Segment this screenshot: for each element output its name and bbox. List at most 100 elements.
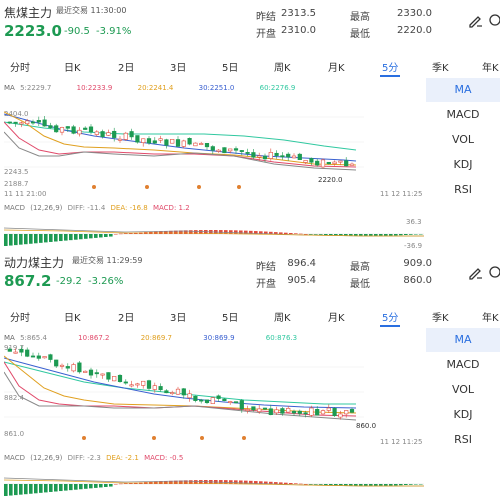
candle-body	[291, 410, 297, 414]
candle-body	[71, 364, 76, 372]
last-trade-info: 最近交易 11:29:59	[72, 255, 142, 266]
tab-5min[interactable]: 5分	[382, 63, 399, 74]
tab-quarter-k[interactable]: 季K	[432, 313, 449, 324]
candle-body	[193, 142, 198, 147]
period-tabs: 分时 日K 2日 3日 5日 周K 月K 5分 季K 年K	[0, 55, 500, 77]
indicator-macd[interactable]: MACD	[446, 358, 480, 371]
kline-chart[interactable]	[4, 342, 364, 442]
open-label: 开盘	[256, 279, 276, 290]
time-end: 11 12 11:25	[380, 438, 423, 446]
candle-body	[19, 122, 24, 125]
tab-month-k[interactable]: 月K	[328, 313, 345, 324]
ma5-line	[4, 371, 357, 421]
kline-chart[interactable]	[4, 92, 364, 192]
indicator-macd[interactable]: MACD	[446, 108, 480, 121]
prev-settle-value: 2313.5	[281, 8, 316, 19]
candle-body	[106, 132, 111, 136]
macd-bar	[354, 234, 358, 236]
low-label: 最低	[350, 279, 370, 290]
macd-bar	[284, 232, 288, 234]
dea-value: DEA: -2.1	[106, 454, 139, 462]
settings-icon[interactable]	[485, 10, 500, 30]
candle-body	[239, 150, 244, 152]
macd-bar	[104, 484, 108, 487]
indicator-rsi[interactable]: RSI	[454, 433, 472, 446]
tab-2day[interactable]: 2日	[118, 63, 135, 74]
tab-month-k[interactable]: 月K	[328, 63, 345, 74]
low-value: 2220.0	[397, 25, 432, 36]
candle-body	[216, 395, 221, 399]
ma-label: MA	[4, 334, 15, 342]
macd-value: MACD: -0.5	[144, 454, 184, 462]
candle-body	[286, 408, 291, 413]
macd-bar	[254, 231, 258, 234]
candle-body	[152, 140, 157, 144]
macd-bar	[319, 234, 323, 235]
y-top-label: 2404.0	[4, 110, 29, 118]
indicator-kdj[interactable]: KDJ	[453, 158, 473, 171]
macd-bar	[184, 230, 188, 234]
tab-5day[interactable]: 5日	[222, 313, 239, 324]
indicator-rsi[interactable]: RSI	[454, 183, 472, 196]
indicator-ma[interactable]: MA	[426, 328, 500, 352]
macd-chart[interactable]	[4, 214, 424, 248]
indicator-ma[interactable]: MA	[426, 78, 500, 102]
candle-body	[7, 348, 12, 352]
candle-body	[216, 149, 221, 152]
tab-week-k[interactable]: 周K	[274, 63, 291, 74]
tab-day-k[interactable]: 日K	[64, 63, 81, 74]
candle-body	[170, 138, 175, 144]
candle-body	[112, 376, 117, 382]
macd-bar	[234, 480, 238, 484]
candle-body	[175, 139, 181, 147]
macd-bar	[369, 234, 373, 236]
macd-bar	[69, 234, 73, 241]
active-tab-underline	[380, 325, 400, 327]
macd-bar	[414, 234, 418, 235]
macd-bar	[34, 484, 38, 494]
tab-fenshi[interactable]: 分时	[10, 63, 30, 74]
candle-body	[344, 410, 349, 415]
candle-body	[83, 127, 88, 130]
tab-quarter-k[interactable]: 季K	[432, 63, 449, 74]
candle-body	[210, 397, 215, 404]
contract-name: 动力煤主力	[4, 256, 65, 270]
tab-3day[interactable]: 3日	[170, 63, 187, 74]
tab-2day[interactable]: 2日	[118, 313, 135, 324]
indicator-kdj[interactable]: KDJ	[453, 408, 473, 421]
macd-bar	[194, 480, 198, 484]
ma60-value: 60:876.3	[265, 334, 298, 342]
tab-week-k[interactable]: 周K	[274, 313, 291, 324]
tab-5min[interactable]: 5分	[382, 313, 399, 324]
candle-body	[123, 132, 128, 140]
indicator-vol[interactable]: VOL	[451, 383, 475, 396]
tab-year-k[interactable]: 年K	[482, 313, 499, 324]
indicator-vol[interactable]: VOL	[451, 133, 475, 146]
macd-chart[interactable]	[4, 464, 424, 498]
candle-body	[326, 407, 331, 411]
candle-body	[65, 126, 70, 129]
macd-bar	[289, 233, 293, 234]
last-trade-time: 11:29:59	[106, 256, 143, 265]
macd-bar	[254, 481, 258, 484]
tab-day-k[interactable]: 日K	[64, 313, 81, 324]
tab-fenshi[interactable]: 分时	[10, 313, 30, 324]
candle-body	[146, 380, 152, 389]
macd-params: (12,26,9)	[30, 454, 63, 462]
macd-bar	[364, 234, 368, 236]
draw-pen-icon[interactable]	[465, 262, 485, 282]
macd-bar	[349, 484, 353, 486]
macd-bar	[84, 234, 88, 239]
open-value: 905.4	[287, 275, 316, 286]
candle-body	[152, 385, 157, 390]
last-trade-label: 最近交易	[56, 6, 88, 15]
tab-3day[interactable]: 3日	[170, 313, 187, 324]
settings-icon[interactable]	[485, 262, 500, 282]
candles	[7, 116, 355, 169]
tab-year-k[interactable]: 年K	[482, 63, 499, 74]
signal-dots	[92, 185, 241, 189]
candle-body	[117, 374, 123, 382]
draw-pen-icon[interactable]	[465, 10, 485, 30]
tab-5day[interactable]: 5日	[222, 63, 239, 74]
candle-body	[332, 407, 337, 416]
